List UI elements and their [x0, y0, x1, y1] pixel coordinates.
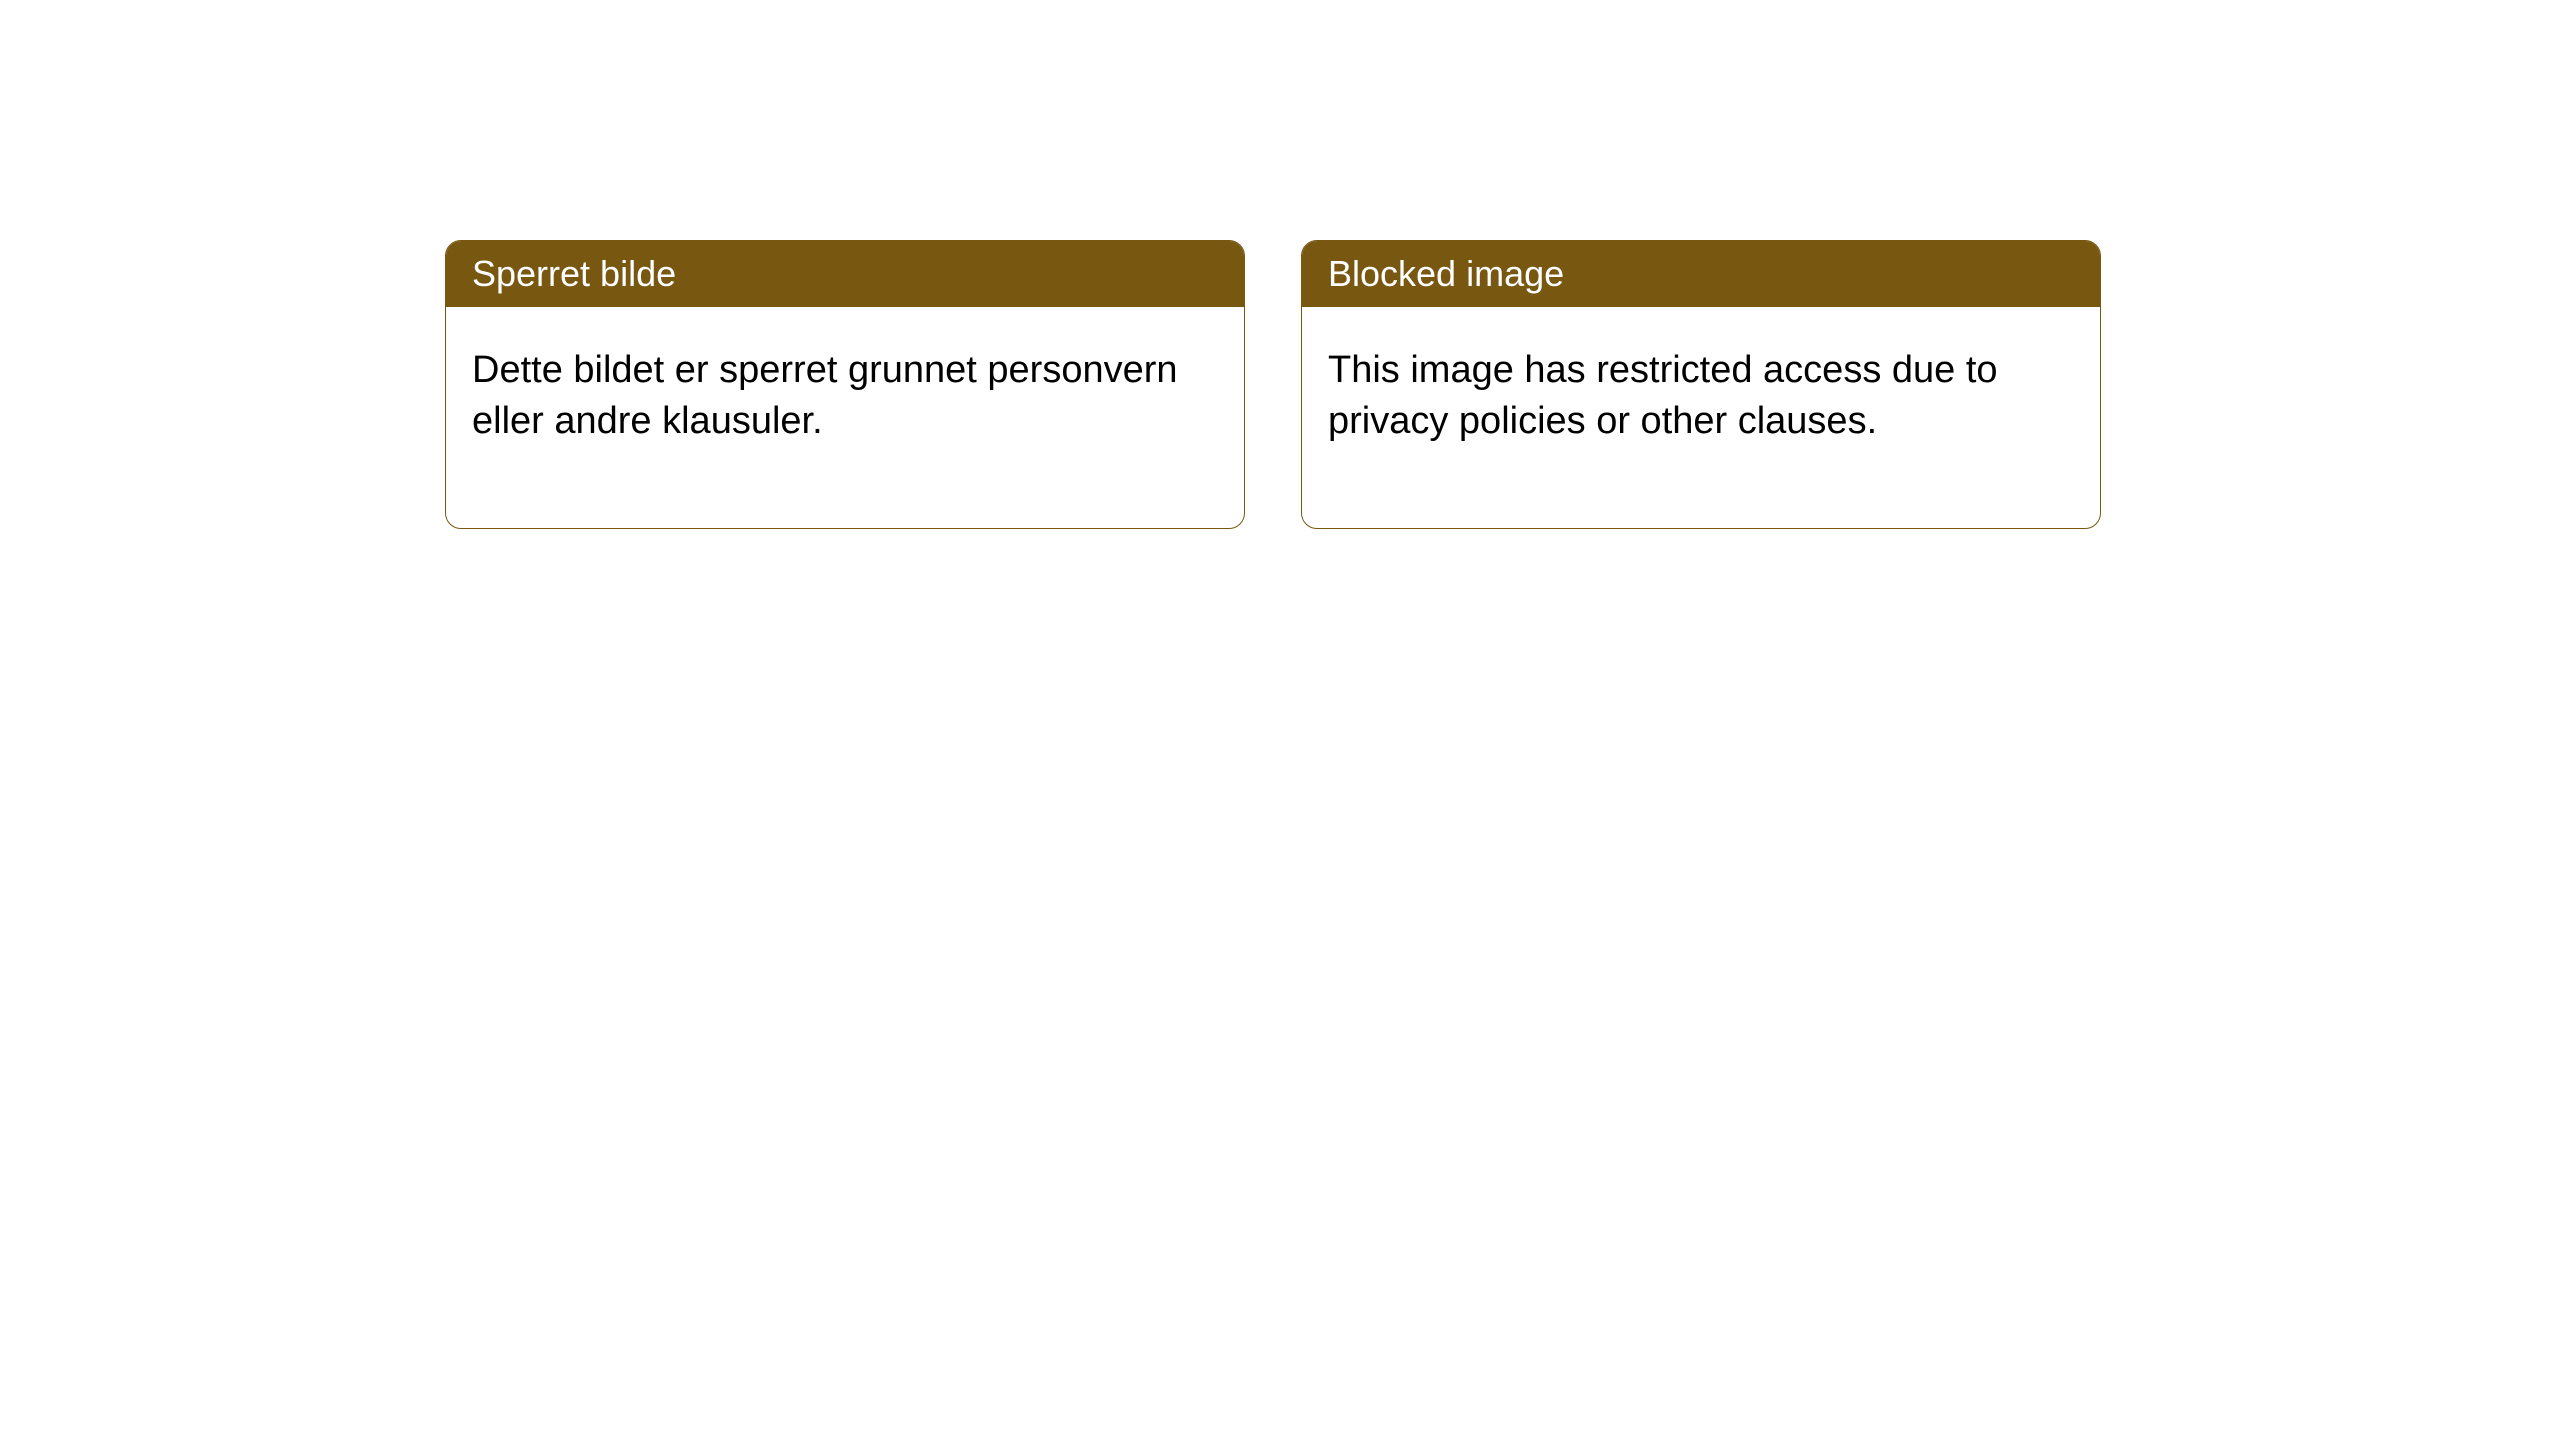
- notice-title: Blocked image: [1328, 253, 1564, 294]
- notice-body: Dette bildet er sperret grunnet personve…: [446, 307, 1244, 528]
- notice-header: Blocked image: [1302, 241, 2100, 307]
- notice-body-text: This image has restricted access due to …: [1328, 349, 1998, 442]
- notice-container: Sperret bilde Dette bildet er sperret gr…: [445, 240, 2101, 529]
- notice-card-norwegian: Sperret bilde Dette bildet er sperret gr…: [445, 240, 1245, 529]
- notice-card-english: Blocked image This image has restricted …: [1301, 240, 2101, 529]
- notice-header: Sperret bilde: [446, 241, 1244, 307]
- notice-body-text: Dette bildet er sperret grunnet personve…: [472, 349, 1178, 442]
- notice-title: Sperret bilde: [472, 253, 676, 294]
- notice-body: This image has restricted access due to …: [1302, 307, 2100, 528]
